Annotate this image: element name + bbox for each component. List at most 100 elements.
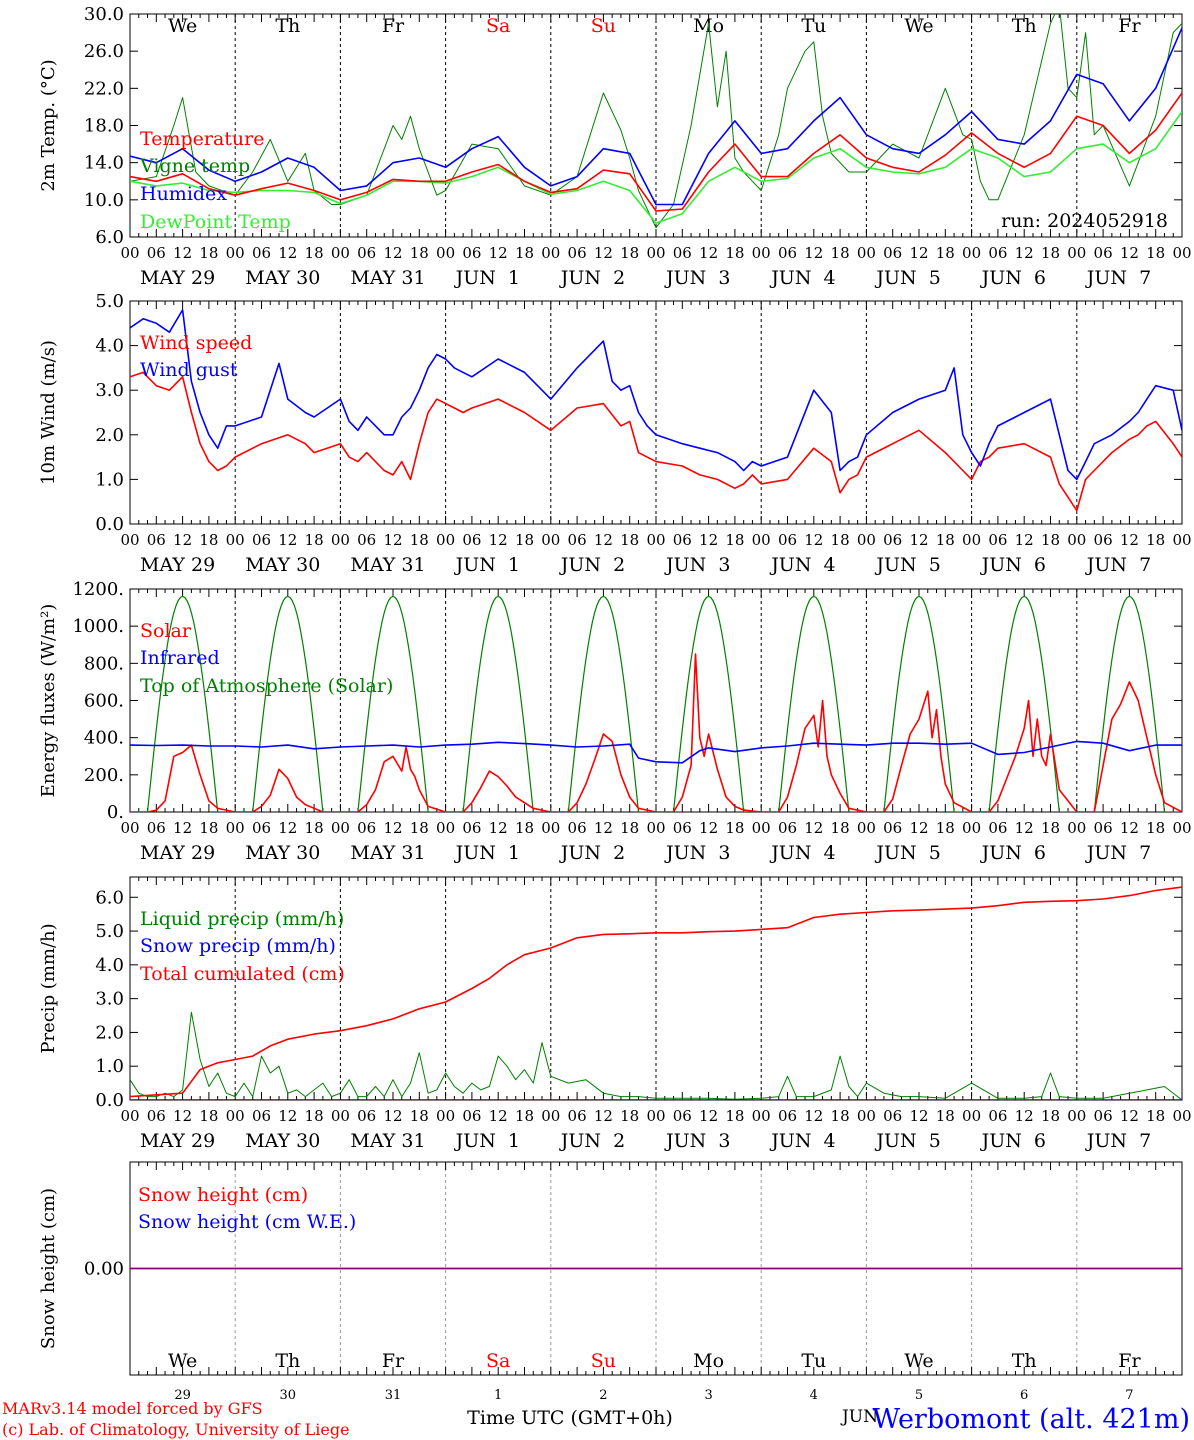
hour-tick-label: 00	[962, 531, 981, 549]
date-label: JUN 3	[664, 554, 730, 576]
hour-tick-label: 00	[436, 819, 455, 837]
y-tick-label: 2.0	[95, 1022, 124, 1043]
hour-tick-label: 06	[883, 1107, 902, 1125]
hour-tick-label: 06	[252, 819, 271, 837]
date-label: JUN 3	[664, 842, 730, 864]
hour-tick-label: 18	[515, 531, 534, 549]
hour-tick-label: 12	[1015, 819, 1034, 837]
hour-tick-label: 06	[147, 1107, 166, 1125]
y-tick-label: 0.0	[95, 514, 124, 535]
date-label: JUN 1	[454, 1130, 520, 1152]
weekday-label: Fr	[382, 1350, 405, 1372]
footer: 29 30 31 1 2 3 4 5 6 7 JUN MARv3.14 model forced by…	[2, 1388, 1190, 1439]
weekday-label: Sa	[486, 1350, 510, 1372]
hour-tick-label: 18	[410, 531, 429, 549]
date-label: MAY 31	[350, 267, 425, 289]
hour-tick-label: 06	[252, 1107, 271, 1125]
hour-tick-label: 18	[515, 819, 534, 837]
hour-tick-label: 06	[673, 244, 692, 262]
date-label: MAY 29	[140, 842, 215, 864]
weekday-label: Th	[275, 1350, 300, 1372]
hour-tick-label: 00	[541, 1107, 560, 1125]
y-tick-label: 1200.	[72, 579, 124, 600]
y-tick-label: 400.	[84, 728, 124, 749]
hour-tick-label: 12	[173, 531, 192, 549]
date-label: JUN 6	[980, 554, 1046, 576]
hour-tick-label: 00	[752, 1107, 771, 1125]
date-label: JUN 1	[454, 842, 520, 864]
hour-tick-label: 18	[1041, 819, 1060, 837]
weekday-label: Su	[591, 1350, 616, 1372]
weekday-label: We	[168, 1350, 197, 1372]
hour-tick-label: 06	[988, 819, 1007, 837]
hour-tick-label: 00	[331, 819, 350, 837]
panel-wind: 0.0 1.0 2.0 3.0 4.0 5.0 10m Wind (m/s) 00 06 12 18…	[38, 291, 1192, 576]
hour-tick-label: 00	[436, 244, 455, 262]
day-number-label: 30	[280, 1388, 297, 1403]
date-label: JUN 4	[769, 554, 835, 576]
y-tick-label: 1.0	[95, 469, 124, 490]
hour-tick-label: 06	[462, 1107, 481, 1125]
hour-tick-label: 06	[147, 531, 166, 549]
hour-tick-label: 18	[515, 244, 534, 262]
hour-tick-label: 18	[831, 1107, 850, 1125]
y-axis-title: Precip (mm/h)	[38, 923, 59, 1053]
hour-tick-label: 00	[541, 819, 560, 837]
y-tick-label: 4.0	[95, 955, 124, 976]
hour-tick-label: 00	[226, 244, 245, 262]
date-label: JUN 1	[454, 267, 520, 289]
hour-tick-label: 18	[1146, 819, 1165, 837]
hour-tick-label: 18	[831, 244, 850, 262]
hour-tick-label: 12	[699, 531, 718, 549]
hour-tick-label: 18	[1146, 1107, 1165, 1125]
legend-entry: Solar	[140, 620, 192, 642]
hour-tick-label: 00	[646, 819, 665, 837]
panel-energy: 0. 200. 400. 600. 800. 1000. 1200. Energy fluxe…	[38, 579, 1192, 864]
date-label: JUN 2	[559, 842, 625, 864]
hour-tick-label: 12	[278, 819, 297, 837]
hour-tick-label: 18	[305, 244, 324, 262]
hour-tick-label: 18	[1146, 244, 1165, 262]
legend-entry: Vigne temp	[139, 155, 250, 177]
hour-tick-label: 06	[1094, 531, 1113, 549]
hour-tick-label: 18	[199, 1107, 218, 1125]
y-tick-label: 3.0	[95, 989, 124, 1010]
day-number-label: 1	[494, 1388, 502, 1403]
hour-tick-label: 18	[1041, 244, 1060, 262]
y-tick-label: 14.0	[84, 153, 124, 174]
date-label: JUN 4	[769, 842, 835, 864]
hour-tick-label: 06	[568, 1107, 587, 1125]
copyright-credit: (c) Lab. of Climatology, University of L…	[2, 1420, 350, 1439]
hour-tick-label: 18	[831, 819, 850, 837]
hour-tick-label: 12	[804, 819, 823, 837]
y-tick-label: 0.00	[84, 1259, 124, 1280]
hour-tick-label: 06	[673, 1107, 692, 1125]
date-label: JUN 5	[874, 1130, 940, 1152]
hour-tick-label: 06	[673, 531, 692, 549]
hour-tick-label: 00	[120, 819, 139, 837]
y-tick-label: 4.0	[95, 336, 124, 357]
hour-tick-label: 06	[988, 244, 1007, 262]
hour-tick-label: 06	[462, 531, 481, 549]
hour-tick-label: 18	[199, 531, 218, 549]
hour-tick-label: 06	[1094, 1107, 1113, 1125]
hour-tick-label: 00	[962, 1107, 981, 1125]
hour-tick-label: 00	[541, 244, 560, 262]
hour-tick-label: 12	[804, 531, 823, 549]
month-label: JUN	[840, 1407, 878, 1427]
y-tick-label: 6.0	[95, 227, 124, 248]
hour-tick-label: 12	[699, 1107, 718, 1125]
date-label: JUN 7	[1085, 554, 1151, 576]
x-axis-title: Time UTC (GMT+0h)	[467, 1407, 673, 1429]
weekday-label: Th	[1012, 15, 1037, 37]
hour-tick-label: 00	[436, 531, 455, 549]
hour-tick-label: 12	[173, 819, 192, 837]
hour-tick-label: 00	[962, 244, 981, 262]
hour-tick-label: 18	[725, 819, 744, 837]
hour-tick-label: 12	[594, 819, 613, 837]
weekday-label: Th	[275, 15, 300, 37]
hour-tick-label: 06	[357, 244, 376, 262]
hour-tick-label: 18	[410, 244, 429, 262]
hour-tick-label: 12	[1015, 531, 1034, 549]
hour-tick-label: 12	[909, 1107, 928, 1125]
